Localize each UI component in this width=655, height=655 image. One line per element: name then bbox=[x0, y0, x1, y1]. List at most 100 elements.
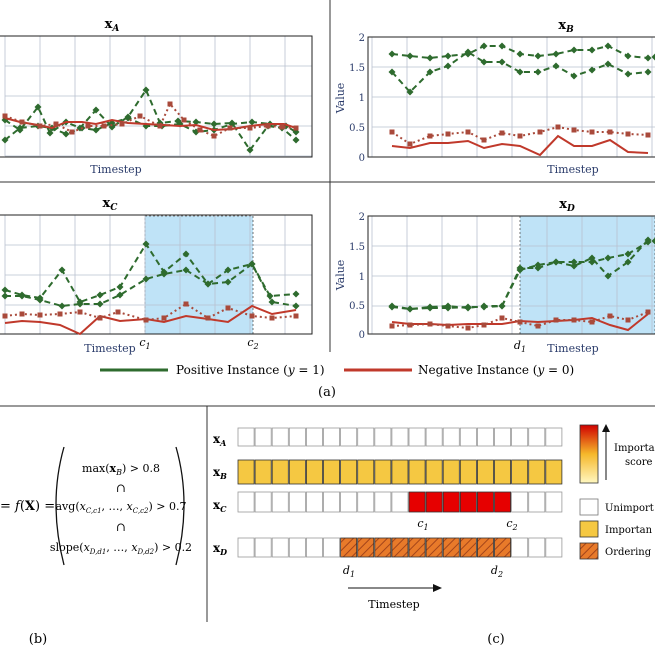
row-xd: xD bbox=[213, 541, 227, 557]
cell-a bbox=[340, 427, 358, 447]
cell-a bbox=[288, 427, 306, 447]
cell-d bbox=[288, 537, 306, 558]
cell-c bbox=[511, 491, 529, 513]
cell-d bbox=[511, 537, 529, 558]
svg-text:0: 0 bbox=[359, 330, 365, 341]
cell-a bbox=[271, 427, 289, 447]
series-c-pos2 bbox=[1, 260, 300, 310]
cell-b bbox=[459, 459, 477, 485]
cell-d bbox=[425, 537, 443, 558]
cell-d bbox=[305, 537, 323, 558]
panel-a: xA xB xC xD Timestep Timestep Timestep T… bbox=[0, 0, 655, 400]
cell-b bbox=[408, 459, 426, 485]
legend-importance-2: score bbox=[625, 457, 653, 468]
cell-c bbox=[391, 491, 409, 513]
cell-d bbox=[459, 537, 477, 558]
title-xc: xC bbox=[103, 196, 119, 213]
marker-c2: c2 bbox=[247, 336, 258, 351]
series-b-pos1 bbox=[388, 42, 655, 62]
cell-a bbox=[545, 427, 563, 447]
legend-important: Importan bbox=[605, 525, 653, 536]
cell-b bbox=[271, 459, 289, 485]
cell-c bbox=[545, 491, 563, 513]
cell-a bbox=[442, 427, 460, 447]
svg-text:0.5: 0.5 bbox=[349, 123, 365, 134]
cell-b bbox=[374, 459, 392, 485]
cell-b bbox=[511, 459, 529, 485]
ylabel-b: Value bbox=[334, 83, 347, 115]
cond-slope: slope(xD,d1, …, xD,d2) > 0.2 bbox=[50, 541, 192, 556]
c-label-c2: c2 bbox=[506, 517, 517, 532]
series-d-neg2 bbox=[389, 309, 651, 331]
cell-d bbox=[391, 537, 409, 558]
svg-text:2: 2 bbox=[359, 212, 365, 223]
cell-d bbox=[494, 537, 512, 558]
title-xa: xA bbox=[105, 17, 120, 34]
series-d-pos2 bbox=[388, 236, 652, 313]
svg-text:1: 1 bbox=[359, 93, 365, 104]
title-xb: xB bbox=[558, 18, 574, 35]
svg-text:1: 1 bbox=[359, 272, 365, 283]
cell-a bbox=[305, 427, 323, 447]
c-xlabel: Timestep bbox=[368, 598, 419, 611]
cell-d bbox=[408, 537, 426, 558]
cell-b bbox=[528, 459, 546, 485]
cell-a bbox=[459, 427, 477, 447]
importance-colorbar bbox=[579, 424, 599, 484]
cell-c bbox=[442, 491, 460, 513]
cond-max: max(xB) > 0.8 bbox=[82, 462, 160, 477]
cell-c bbox=[357, 491, 375, 513]
legend-ordering-swatch bbox=[579, 542, 599, 560]
panel-c: xA xB xC xD c1 c2 d1 d2 Timestep Importa… bbox=[213, 424, 655, 647]
c-label-c1: c1 bbox=[417, 517, 428, 532]
cell-c bbox=[305, 491, 323, 513]
cell-a bbox=[494, 427, 512, 447]
cell-a bbox=[374, 427, 392, 447]
cell-c bbox=[528, 491, 546, 513]
series-a-pos1 bbox=[1, 86, 300, 154]
legend-ordering: Ordering bbox=[605, 547, 652, 558]
legend-important-swatch bbox=[579, 520, 599, 538]
cell-b bbox=[476, 459, 494, 485]
cell-c bbox=[271, 491, 289, 513]
svg-text:0.5: 0.5 bbox=[349, 301, 365, 312]
c-label-d1: d1 bbox=[343, 564, 355, 579]
cell-c bbox=[323, 491, 341, 513]
cell-d bbox=[237, 537, 255, 558]
title-xd: xD bbox=[559, 197, 575, 214]
cell-a bbox=[323, 427, 341, 447]
cell-b bbox=[323, 459, 341, 485]
cell-a bbox=[254, 427, 272, 447]
cell-c bbox=[237, 491, 255, 513]
cell-b bbox=[305, 459, 323, 485]
cell-c bbox=[254, 491, 272, 513]
cond-and-1: ∩ bbox=[116, 481, 126, 495]
legend-positive: Positive Instance (y = 1) bbox=[176, 363, 325, 377]
highlight-d bbox=[519, 215, 655, 335]
series-c-neg2 bbox=[2, 301, 299, 323]
series-a-neg2 bbox=[2, 101, 299, 139]
svg-text:0: 0 bbox=[359, 153, 365, 164]
series-b-neg2 bbox=[389, 124, 651, 147]
b-lhs: = f(X) = bbox=[0, 499, 55, 514]
legend-unimportant: Unimport bbox=[605, 503, 654, 514]
legend-importance-1: Importa bbox=[614, 443, 655, 454]
ylabel-d: Value bbox=[334, 260, 347, 292]
cell-b bbox=[442, 459, 460, 485]
cell-a bbox=[511, 427, 529, 447]
row-xc: xC bbox=[213, 498, 227, 514]
cell-a bbox=[528, 427, 546, 447]
cond-avg: avg(xC,c1, …, xC,c2) > 0.7 bbox=[56, 500, 187, 515]
cell-b bbox=[391, 459, 409, 485]
cell-d bbox=[271, 537, 289, 558]
cell-a bbox=[425, 427, 443, 447]
cell-c bbox=[288, 491, 306, 513]
row-xb: xB bbox=[213, 465, 227, 481]
cell-a bbox=[237, 427, 255, 447]
cell-c bbox=[494, 491, 512, 513]
xlabel-a: Timestep bbox=[90, 163, 141, 176]
cell-d bbox=[545, 537, 563, 558]
series-b-pos2 bbox=[388, 48, 652, 96]
cell-d bbox=[254, 537, 272, 558]
